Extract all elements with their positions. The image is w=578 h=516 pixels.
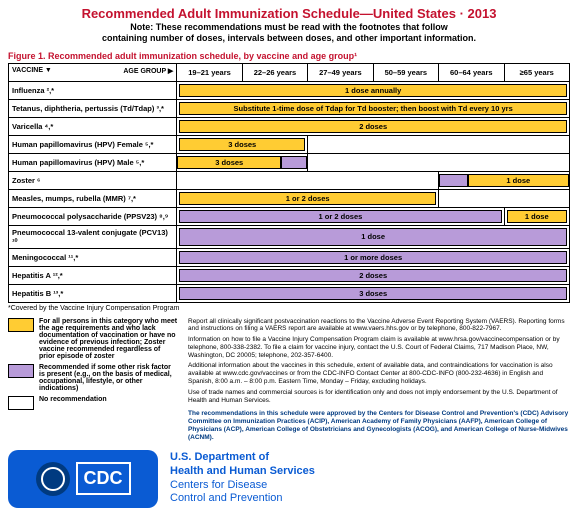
table-row: Pneumococcal polysaccharide (PPSV23) ⁸,⁹… <box>9 207 570 225</box>
hhs-seal-icon <box>36 462 70 496</box>
header-age-1: 22–26 years <box>242 63 307 81</box>
dose-cell: Substitute 1-time dose of Tdap for Td bo… <box>177 99 570 117</box>
vaccine-name: Human papillomavirus (HPV) Male ⁵,* <box>9 153 177 171</box>
legend-swatch <box>8 318 34 332</box>
table-row: Hepatitis B ¹³,*3 doses <box>9 284 570 302</box>
table-row: Tetanus, diphtheria, pertussis (Td/Tdap)… <box>9 99 570 117</box>
vaccine-name: Tetanus, diphtheria, pertussis (Td/Tdap)… <box>9 99 177 117</box>
vaccine-name: Pneumococcal 13-valent conjugate (PCV13)… <box>9 225 177 248</box>
table-row: Hepatitis A ¹²,*2 doses <box>9 266 570 284</box>
disclaimer-para: Report all clinically significant postva… <box>188 318 570 334</box>
dose-cell: 1 dose <box>504 207 570 225</box>
dept-line3: Centers for Disease <box>170 479 315 493</box>
dose-cell: 1 dose <box>177 225 570 248</box>
table-row: Measles, mumps, rubella (MMR) ⁷,*1 or 2 … <box>9 189 570 207</box>
figure-caption: Figure 1. Recommended adult immunization… <box>8 51 570 61</box>
dept-line1: U.S. Department of <box>170 451 315 465</box>
vaccine-name: Meningococcal ¹¹,* <box>9 248 177 266</box>
cdc-wordmark: CDC <box>76 462 131 495</box>
coverage-footnote: *Covered by the Vaccine Injury Compensat… <box>8 305 570 312</box>
legend-text: No recommendation <box>39 396 107 410</box>
dose-cell: 1 dose annually <box>177 81 570 99</box>
dose-cell: 3 doses <box>177 284 570 302</box>
vaccine-name: Hepatitis B ¹³,* <box>9 284 177 302</box>
dose-cell: 3 doses <box>177 135 308 153</box>
disclaimer-para: Use of trade names and commercial source… <box>188 389 570 405</box>
header-age-2: 27–49 years <box>308 63 373 81</box>
table-row: Meningococcal ¹¹,*1 or more doses <box>9 248 570 266</box>
vaccine-name: Pneumococcal polysaccharide (PPSV23) ⁸,⁹ <box>9 207 177 225</box>
department-text: U.S. Department of Health and Human Serv… <box>170 451 315 506</box>
legend-text: For all persons in this category who mee… <box>39 318 178 360</box>
vaccine-name: Zoster ⁶ <box>9 171 177 189</box>
legend: For all persons in this category who mee… <box>8 318 178 442</box>
cdc-logo: CDC <box>8 450 158 508</box>
table-row: Varicella ⁴,*2 doses <box>9 117 570 135</box>
recommendation-note: The recommendations in this schedule wer… <box>188 410 570 441</box>
dose-cell <box>439 189 570 207</box>
table-row: Human papillomavirus (HPV) Female ⁵,*3 d… <box>9 135 570 153</box>
age-group-label: AGE GROUP ▶ <box>123 67 173 75</box>
legend-swatch <box>8 364 34 378</box>
dept-line4: Control and Prevention <box>170 492 315 506</box>
legend-text: Recommended if some other risk factor is… <box>39 364 178 392</box>
dose-cell: 2 doses <box>177 266 570 284</box>
dept-line2: Health and Human Services <box>170 465 315 479</box>
table-row: Human papillomavirus (HPV) Male ⁵,*3 dos… <box>9 153 570 171</box>
dose-cell <box>177 171 439 189</box>
header-age-4: 60–64 years <box>439 63 504 81</box>
header-vaccine: VACCINE ▼ AGE GROUP ▶ <box>9 63 177 81</box>
disclaimer-para: Information on how to file a Vaccine Inj… <box>188 336 570 359</box>
vaccine-name: Measles, mumps, rubella (MMR) ⁷,* <box>9 189 177 207</box>
legend-item: For all persons in this category who mee… <box>8 318 178 360</box>
table-row: Influenza ²,*1 dose annually <box>9 81 570 99</box>
dose-cell <box>308 153 570 171</box>
header-age-5: ≥65 years <box>504 63 570 81</box>
legend-and-disclaimer: For all persons in this category who mee… <box>8 318 570 442</box>
disclaimer-para: Additional information about the vaccine… <box>188 362 570 385</box>
dose-cell: 1 or more doses <box>177 248 570 266</box>
dose-cell: 2 doses <box>177 117 570 135</box>
table-row: Pneumococcal 13-valent conjugate (PCV13)… <box>9 225 570 248</box>
dose-cell: 1 dose <box>439 171 570 189</box>
immunization-table: VACCINE ▼ AGE GROUP ▶ 19–21 years22–26 yea… <box>8 63 570 303</box>
note-line2: containing number of doses, intervals be… <box>102 33 476 43</box>
dose-cell: 1 or 2 doses <box>177 189 439 207</box>
legend-swatch <box>8 396 34 410</box>
dose-cell <box>308 135 570 153</box>
vaccine-name: Hepatitis A ¹²,* <box>9 266 177 284</box>
legend-item: Recommended if some other risk factor is… <box>8 364 178 392</box>
vaccine-label: VACCINE ▼ <box>12 67 52 74</box>
vaccine-name: Human papillomavirus (HPV) Female ⁵,* <box>9 135 177 153</box>
header-age-3: 50–59 years <box>373 63 438 81</box>
disclaimer-block: Report all clinically significant postva… <box>188 318 570 442</box>
note: Note: These recommendations must be read… <box>8 22 570 45</box>
logo-row: CDC U.S. Department of Health and Human … <box>8 450 570 508</box>
vaccine-name: Influenza ²,* <box>9 81 177 99</box>
note-line1: Note: These recommendations must be read… <box>130 22 448 32</box>
table-row: Zoster ⁶ 1 dose <box>9 171 570 189</box>
vaccine-name: Varicella ⁴,* <box>9 117 177 135</box>
header-age-0: 19–21 years <box>177 63 242 81</box>
dose-cell: 1 or 2 doses <box>177 207 504 225</box>
legend-item: No recommendation <box>8 396 178 410</box>
dose-cell: 3 doses <box>177 153 308 171</box>
page-title: Recommended Adult Immunization Schedule—… <box>8 6 570 21</box>
